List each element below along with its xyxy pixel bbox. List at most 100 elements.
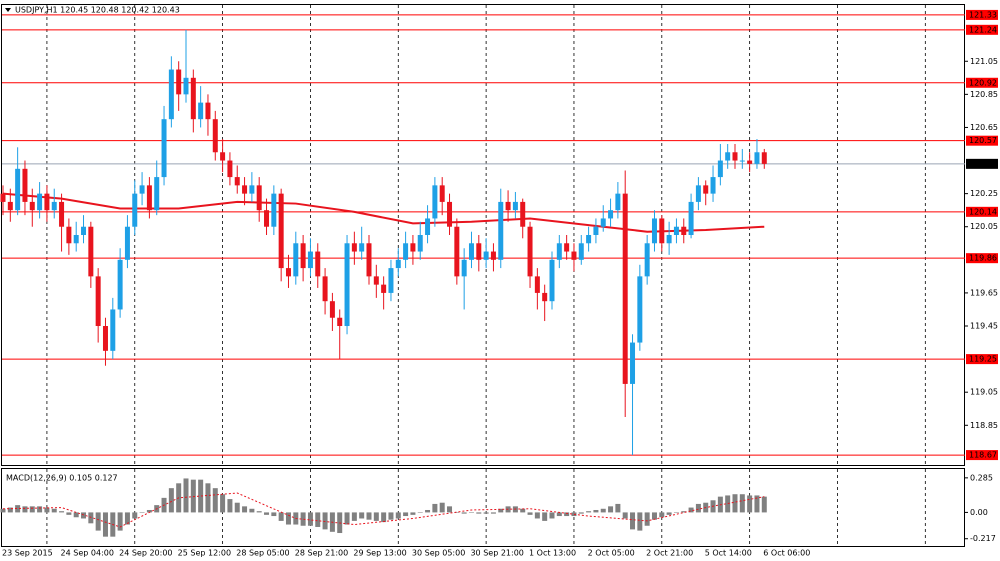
macd-bar [7, 507, 13, 513]
macd-bar [490, 512, 496, 514]
candle-body [476, 243, 482, 260]
x-tick-label: 30 Sep 05:00 [412, 549, 465, 558]
candle-body [571, 251, 577, 260]
x-tick-label: 24 Sep 04:00 [61, 549, 114, 558]
candle-body [132, 193, 138, 227]
macd-bar [264, 512, 270, 515]
candle-body [344, 243, 350, 327]
candle-body [227, 160, 233, 178]
macd-bar [593, 509, 599, 513]
macd-bar [307, 512, 313, 526]
main-frame [1, 4, 965, 466]
macd-bar [351, 512, 357, 521]
macd-bar [88, 512, 94, 524]
candle-body [659, 218, 665, 244]
level-label: 120.92 [969, 78, 997, 87]
macd-bar [344, 512, 350, 525]
macd-bar [542, 512, 548, 521]
candle-body [176, 69, 182, 95]
macd-bar [637, 512, 643, 531]
y-tick-label: 120.25 [970, 189, 998, 198]
macd-bar [359, 512, 365, 519]
candle-body [586, 235, 592, 244]
candle-body [359, 243, 365, 252]
candle-body [59, 201, 65, 227]
candle-body [593, 226, 599, 235]
candle-body [505, 201, 511, 211]
level-tag [966, 135, 998, 146]
candle-body [534, 276, 540, 293]
macd-bar [578, 512, 584, 514]
candle-body [717, 160, 723, 178]
candle-body [417, 235, 423, 252]
macd-bar [695, 503, 701, 513]
menu-arrow[interactable] [5, 8, 11, 12]
macd-bar [300, 512, 306, 526]
macd-bar [168, 488, 174, 513]
y-tick-label: 118.85 [970, 421, 998, 430]
candle-body [66, 226, 72, 244]
macd-bar [395, 512, 401, 519]
macd-bar [234, 502, 240, 513]
candle-body [88, 226, 94, 277]
moving-average [2, 192, 765, 233]
candle-body [520, 201, 526, 227]
x-tick-label: 2 Oct 05:00 [588, 549, 635, 558]
candle-body [564, 243, 570, 252]
x-tick-label: 29 Sep 13:00 [353, 549, 406, 558]
x-tick-label: 23 Sep 2015 [2, 549, 53, 558]
macd-bar [183, 478, 189, 513]
macd-bar [66, 512, 72, 515]
candle-body [666, 235, 672, 244]
level-tag [966, 9, 998, 20]
macd-bar [666, 512, 672, 515]
macd-bar [549, 512, 555, 519]
level-label: 118.67 [969, 451, 997, 460]
candle-body [681, 226, 687, 235]
level-label: 119.86 [969, 254, 997, 263]
candle-body [403, 243, 409, 260]
candle-body [337, 317, 343, 327]
candle-body [490, 251, 496, 260]
macd-bar [22, 506, 28, 513]
macd-bar [461, 512, 467, 514]
candle-body [468, 243, 474, 260]
macd-bar [483, 512, 489, 514]
candle-body [651, 218, 657, 244]
macd-bar [564, 512, 570, 517]
candle-body [168, 69, 174, 120]
candle-body [673, 226, 679, 235]
candle-body [124, 226, 130, 260]
macd-bar [732, 494, 738, 513]
macd-bar [381, 512, 387, 523]
macd-bar [271, 512, 277, 517]
candle-body [139, 185, 145, 194]
x-tick-label: 30 Sep 21:00 [470, 549, 523, 558]
x-tick-label: 24 Sep 20:00 [119, 549, 172, 558]
macd-bar [315, 512, 321, 527]
x-tick-label: 2 Oct 21:00 [646, 549, 693, 558]
candle-body [425, 218, 431, 235]
macd-bar [403, 512, 409, 517]
symbol-title: USDJPY,H1 120.45 120.48 120.42 120.43 [15, 6, 180, 15]
macd-bar [132, 512, 138, 519]
macd-bar [73, 512, 79, 518]
x-tick-label: 28 Sep 05:00 [236, 549, 289, 558]
y-tick-label: 119.45 [970, 322, 998, 331]
candle-body [542, 292, 548, 302]
candle-body [146, 185, 152, 211]
candle-body [285, 268, 291, 277]
candle-body [637, 276, 643, 343]
x-tick-label: 6 Oct 06:00 [763, 549, 810, 558]
y-tick-label: 119.05 [970, 388, 998, 397]
candle-body [212, 119, 218, 153]
macd-bar [198, 479, 204, 513]
macd-bar [417, 512, 423, 513]
macd-bar [476, 512, 482, 514]
candle-body [410, 243, 416, 252]
candle-body [600, 218, 606, 227]
candle-body [0, 193, 6, 202]
